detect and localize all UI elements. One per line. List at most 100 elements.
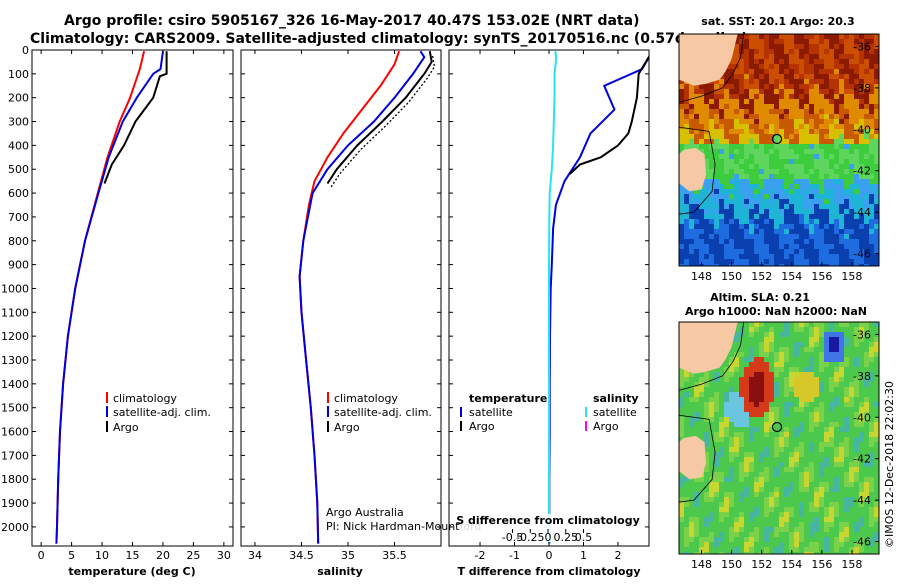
map-cell bbox=[804, 332, 809, 337]
map-cell bbox=[834, 64, 839, 69]
map-cell bbox=[809, 264, 814, 266]
map-cell bbox=[764, 467, 769, 472]
map-cell bbox=[849, 482, 854, 487]
map-cell bbox=[764, 219, 769, 224]
map-cell bbox=[739, 144, 744, 149]
map-cell bbox=[779, 497, 784, 502]
map-cell bbox=[779, 239, 784, 244]
map-cell bbox=[804, 224, 809, 229]
map-cell bbox=[714, 224, 719, 229]
map-cell bbox=[824, 244, 829, 249]
map-cell bbox=[869, 537, 874, 542]
map-cell bbox=[724, 194, 729, 199]
map-cell bbox=[744, 322, 749, 327]
map-cell bbox=[704, 437, 709, 442]
map-cell bbox=[679, 234, 684, 239]
map-cell bbox=[774, 372, 779, 377]
map-cell bbox=[819, 164, 824, 169]
map-cell bbox=[854, 229, 859, 234]
map-cell bbox=[859, 392, 864, 397]
map-cell bbox=[684, 199, 689, 204]
map-cell bbox=[684, 134, 689, 139]
map-cell bbox=[689, 254, 694, 259]
map-cell bbox=[784, 244, 789, 249]
map-cell bbox=[849, 322, 854, 327]
map-cell bbox=[714, 164, 719, 169]
map-cell bbox=[849, 99, 854, 104]
map-cell bbox=[684, 249, 689, 254]
map-cell bbox=[689, 432, 694, 437]
map-cell bbox=[784, 149, 789, 154]
map-cell bbox=[689, 377, 694, 382]
map-cell bbox=[729, 367, 734, 372]
map-cell bbox=[679, 372, 684, 377]
map-cell bbox=[809, 402, 814, 407]
map-cell bbox=[734, 244, 739, 249]
map-cell bbox=[754, 109, 759, 114]
map-cell bbox=[849, 432, 854, 437]
map-cell bbox=[854, 84, 859, 89]
map-cell bbox=[774, 249, 779, 254]
map-cell bbox=[689, 249, 694, 254]
map-cell bbox=[839, 89, 844, 94]
map-cell bbox=[794, 502, 799, 507]
map-cell bbox=[809, 507, 814, 512]
map-cell bbox=[724, 502, 729, 507]
map-cell bbox=[839, 179, 844, 184]
map-cell bbox=[824, 104, 829, 109]
map-ytick-label: -36 bbox=[853, 328, 871, 341]
map-cell bbox=[844, 34, 849, 39]
map-cell bbox=[834, 94, 839, 99]
map-cell bbox=[704, 542, 709, 547]
map-cell bbox=[859, 169, 864, 174]
map-cell bbox=[739, 472, 744, 477]
map-cell bbox=[864, 387, 869, 392]
map-cell bbox=[814, 99, 819, 104]
map-cell bbox=[714, 89, 719, 94]
map-cell bbox=[864, 397, 869, 402]
map-cell bbox=[809, 249, 814, 254]
map-cell bbox=[799, 134, 804, 139]
map-cell bbox=[829, 502, 834, 507]
map-cell bbox=[869, 54, 874, 59]
map-cell bbox=[769, 249, 774, 254]
map-cell bbox=[749, 447, 754, 452]
series-line-s-satellite bbox=[548, 51, 558, 544]
map-cell bbox=[814, 382, 819, 387]
map-cell bbox=[809, 94, 814, 99]
map-cell bbox=[869, 44, 874, 49]
map-cell bbox=[724, 462, 729, 467]
map-cell bbox=[724, 249, 729, 254]
map-cell bbox=[764, 427, 769, 432]
map-cell bbox=[794, 199, 799, 204]
map-cell bbox=[734, 457, 739, 462]
map-cell bbox=[774, 74, 779, 79]
map-cell bbox=[784, 502, 789, 507]
map-cell bbox=[874, 322, 879, 327]
map-cell bbox=[759, 387, 764, 392]
map-cell bbox=[799, 234, 804, 239]
map-cell bbox=[764, 352, 769, 357]
map-cell bbox=[829, 447, 834, 452]
map-cell bbox=[734, 194, 739, 199]
map-cell bbox=[859, 64, 864, 69]
map-cell bbox=[694, 527, 699, 532]
map-cell bbox=[859, 542, 864, 547]
map-cell bbox=[869, 194, 874, 199]
map-cell bbox=[764, 492, 769, 497]
map-cell bbox=[804, 482, 809, 487]
map-cell bbox=[854, 124, 859, 129]
map-cell bbox=[749, 64, 754, 69]
map-cell bbox=[739, 59, 744, 64]
map-cell bbox=[709, 94, 714, 99]
map-cell bbox=[694, 129, 699, 134]
map-cell bbox=[744, 74, 749, 79]
map-cell bbox=[864, 84, 869, 89]
map-cell bbox=[794, 512, 799, 517]
map-cell bbox=[844, 139, 849, 144]
map-cell bbox=[834, 447, 839, 452]
map-cell bbox=[759, 392, 764, 397]
map-cell bbox=[859, 59, 864, 64]
shelf-contour bbox=[679, 414, 716, 503]
map-cell bbox=[819, 134, 824, 139]
